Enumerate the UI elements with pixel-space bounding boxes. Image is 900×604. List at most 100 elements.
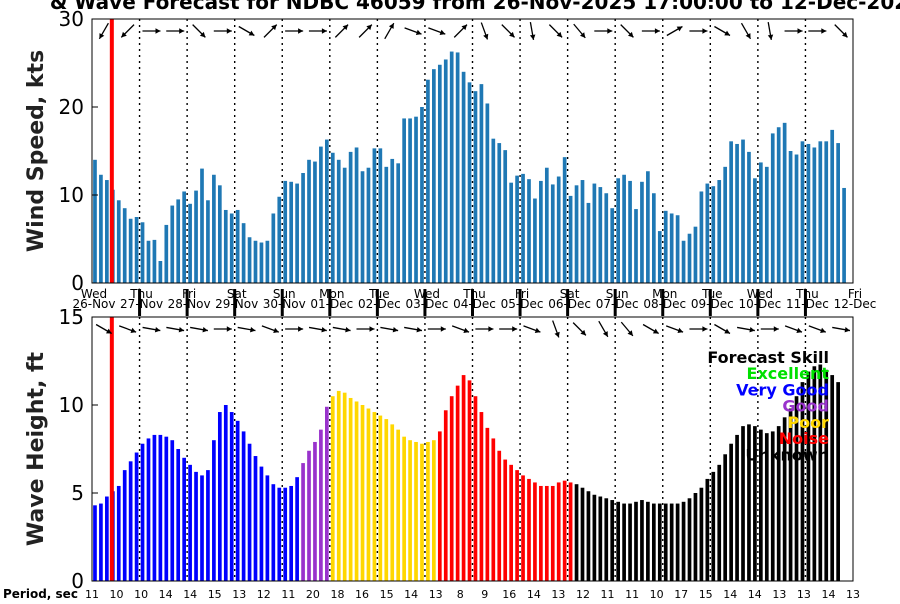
bar <box>289 181 294 283</box>
legend-item: Good <box>782 397 829 416</box>
bar <box>283 180 288 283</box>
day-label-date: 26-Nov <box>72 297 115 311</box>
arrow-head <box>298 28 304 34</box>
day-label-weekday: Thu <box>129 287 153 301</box>
bar <box>437 64 442 283</box>
bar <box>830 375 835 581</box>
bar <box>99 174 103 283</box>
bar <box>414 116 418 284</box>
bar <box>461 375 466 581</box>
arrow-head <box>702 28 708 34</box>
day-label-date: 27-Nov <box>120 297 163 311</box>
bar <box>735 143 739 283</box>
bar <box>693 226 698 283</box>
bar <box>705 183 710 283</box>
direction-arrow <box>666 25 683 37</box>
bar <box>241 431 246 581</box>
bar <box>723 454 728 581</box>
day-label-date: 05-Dec <box>501 297 544 311</box>
period-tick-label: 14 <box>159 588 173 600</box>
y-tick-label: 10 <box>59 183 84 207</box>
arrow-head <box>369 326 375 332</box>
direction-arrow <box>334 24 349 38</box>
period-tick-label: 11 <box>281 588 295 600</box>
arrow-head <box>154 327 161 333</box>
direction-arrow <box>404 326 423 333</box>
arrow-head <box>767 34 774 40</box>
bar <box>152 239 157 283</box>
bar <box>146 240 151 283</box>
bar <box>200 475 204 581</box>
day-label-date: 10-Dec <box>738 297 781 311</box>
day-label-date: 03-Dec <box>406 297 449 311</box>
direction-arrow <box>475 326 494 332</box>
arrow-head <box>271 24 277 31</box>
bar <box>105 496 109 581</box>
arrow-head <box>724 30 730 36</box>
bar <box>325 406 329 581</box>
arrow-head <box>250 327 256 333</box>
direction-arrow <box>453 24 468 38</box>
bar <box>640 500 644 581</box>
bar <box>812 366 817 581</box>
bar <box>384 419 389 581</box>
bar <box>533 482 537 581</box>
direction-arrow <box>428 27 446 35</box>
bar <box>206 470 210 581</box>
arrow-head <box>202 327 208 333</box>
arrow-head <box>512 326 518 332</box>
bar <box>539 485 543 581</box>
bar <box>277 487 282 581</box>
day-label-weekday: Wed <box>81 287 107 301</box>
bar <box>265 475 270 581</box>
bar <box>521 475 525 581</box>
period-tick-label: 14 <box>183 588 197 600</box>
bar <box>473 91 478 283</box>
period-tick-label: 13 <box>846 588 860 600</box>
bar <box>657 503 662 581</box>
bar <box>176 449 181 581</box>
bar <box>729 141 733 283</box>
bar <box>134 217 139 283</box>
direction-arrow <box>142 326 161 333</box>
bar <box>158 261 163 283</box>
period-tick-label: 20 <box>306 588 320 600</box>
arrow-head <box>178 327 185 333</box>
legend-title: Forecast Skill <box>707 348 829 367</box>
bar <box>200 168 204 283</box>
direction-arrow <box>285 28 304 34</box>
bar <box>182 191 186 283</box>
bar <box>122 208 127 283</box>
direction-arrow <box>238 25 255 37</box>
direction-arrow <box>190 326 208 333</box>
direction-arrow <box>427 326 446 332</box>
direction-arrow <box>308 326 327 333</box>
period-tick-label: 16 <box>355 588 369 600</box>
bar <box>776 426 781 581</box>
bar <box>354 401 359 581</box>
direction-arrow <box>404 27 422 35</box>
y-tick-label: 0 <box>71 271 84 295</box>
bar <box>663 210 668 283</box>
bar <box>753 426 757 581</box>
arrow-head <box>488 326 494 332</box>
bar <box>842 187 846 283</box>
arrow-head <box>796 327 802 333</box>
bar <box>539 180 543 283</box>
direction-arrow <box>263 24 278 38</box>
bar <box>330 152 335 283</box>
direction-arrow <box>620 321 634 337</box>
bar <box>307 159 311 283</box>
direction-arrow <box>689 326 708 332</box>
arrow-head <box>106 328 112 334</box>
bar <box>556 176 561 283</box>
direction-arrow <box>285 326 304 332</box>
arrow-head <box>439 29 446 35</box>
bar <box>128 218 133 283</box>
arrow-head <box>554 331 560 338</box>
